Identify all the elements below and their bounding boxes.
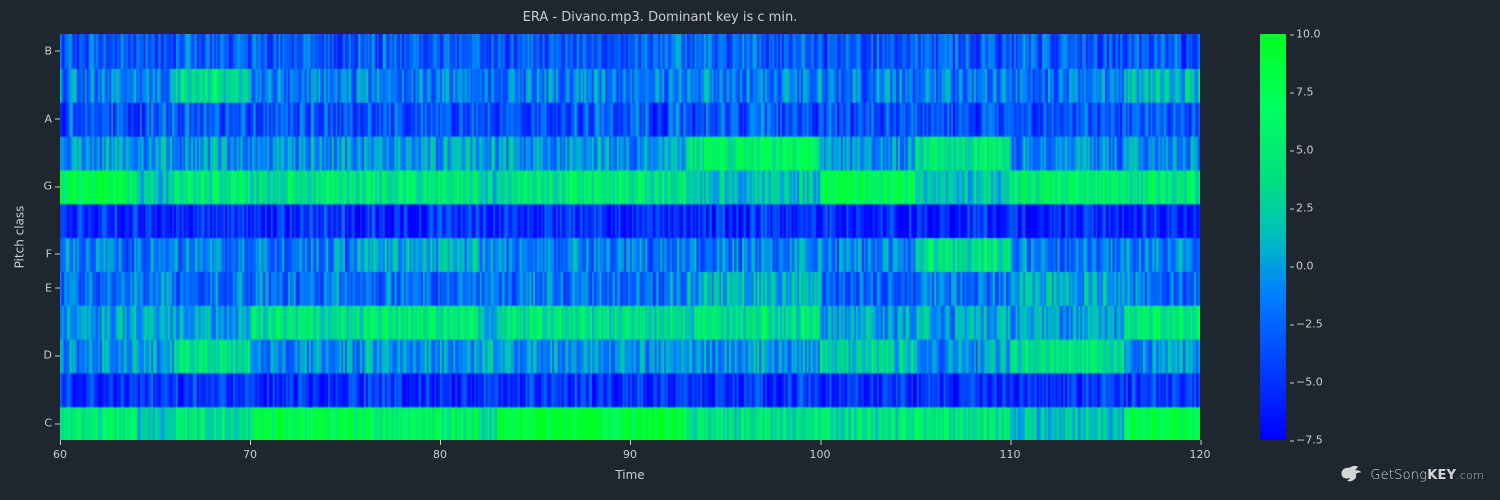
heatmap-plot xyxy=(60,34,1200,440)
watermark: GetSongKEY.com xyxy=(1338,462,1484,488)
y-tick: D xyxy=(44,349,52,362)
y-axis: C D E F G A B xyxy=(0,34,60,440)
colorbar-tick: −2.5 xyxy=(1296,318,1323,331)
colorbar-tick: 7.5 xyxy=(1296,86,1314,99)
x-tick: 60 xyxy=(53,448,67,461)
x-tick: 80 xyxy=(433,448,447,461)
colorbar-tick: 0.0 xyxy=(1296,260,1314,273)
x-axis-label: Time xyxy=(60,468,1200,482)
x-tick: 90 xyxy=(623,448,637,461)
y-tick: A xyxy=(44,112,52,125)
x-tick: 120 xyxy=(1190,448,1211,461)
y-tick: C xyxy=(44,417,52,430)
x-tick: 110 xyxy=(1000,448,1021,461)
chart-title: ERA - Divano.mp3. Dominant key is c min. xyxy=(60,10,1260,25)
chromagram-figure: ERA - Divano.mp3. Dominant key is c min.… xyxy=(0,0,1500,500)
colorbar xyxy=(1260,34,1286,440)
y-tick: B xyxy=(44,44,52,57)
colorbar-tick: 10.0 xyxy=(1296,28,1321,41)
colorbar-tick: 2.5 xyxy=(1296,202,1314,215)
colorbar-tick: −7.5 xyxy=(1296,434,1323,447)
y-tick: F xyxy=(46,247,52,260)
y-tick: E xyxy=(45,281,52,294)
colorbar-canvas xyxy=(1260,34,1286,440)
colorbar-tick: 5.0 xyxy=(1296,144,1314,157)
x-tick: 100 xyxy=(810,448,831,461)
heatmap-canvas xyxy=(60,34,1200,440)
y-tick: G xyxy=(43,180,52,193)
colorbar-tick: −5.0 xyxy=(1296,376,1323,389)
colorbar-ticks: −7.5−5.0−2.50.02.55.07.510.0 xyxy=(1290,34,1350,440)
bird-icon xyxy=(1338,462,1364,488)
watermark-text: GetSongKEY.com xyxy=(1370,468,1484,483)
x-tick: 70 xyxy=(243,448,257,461)
